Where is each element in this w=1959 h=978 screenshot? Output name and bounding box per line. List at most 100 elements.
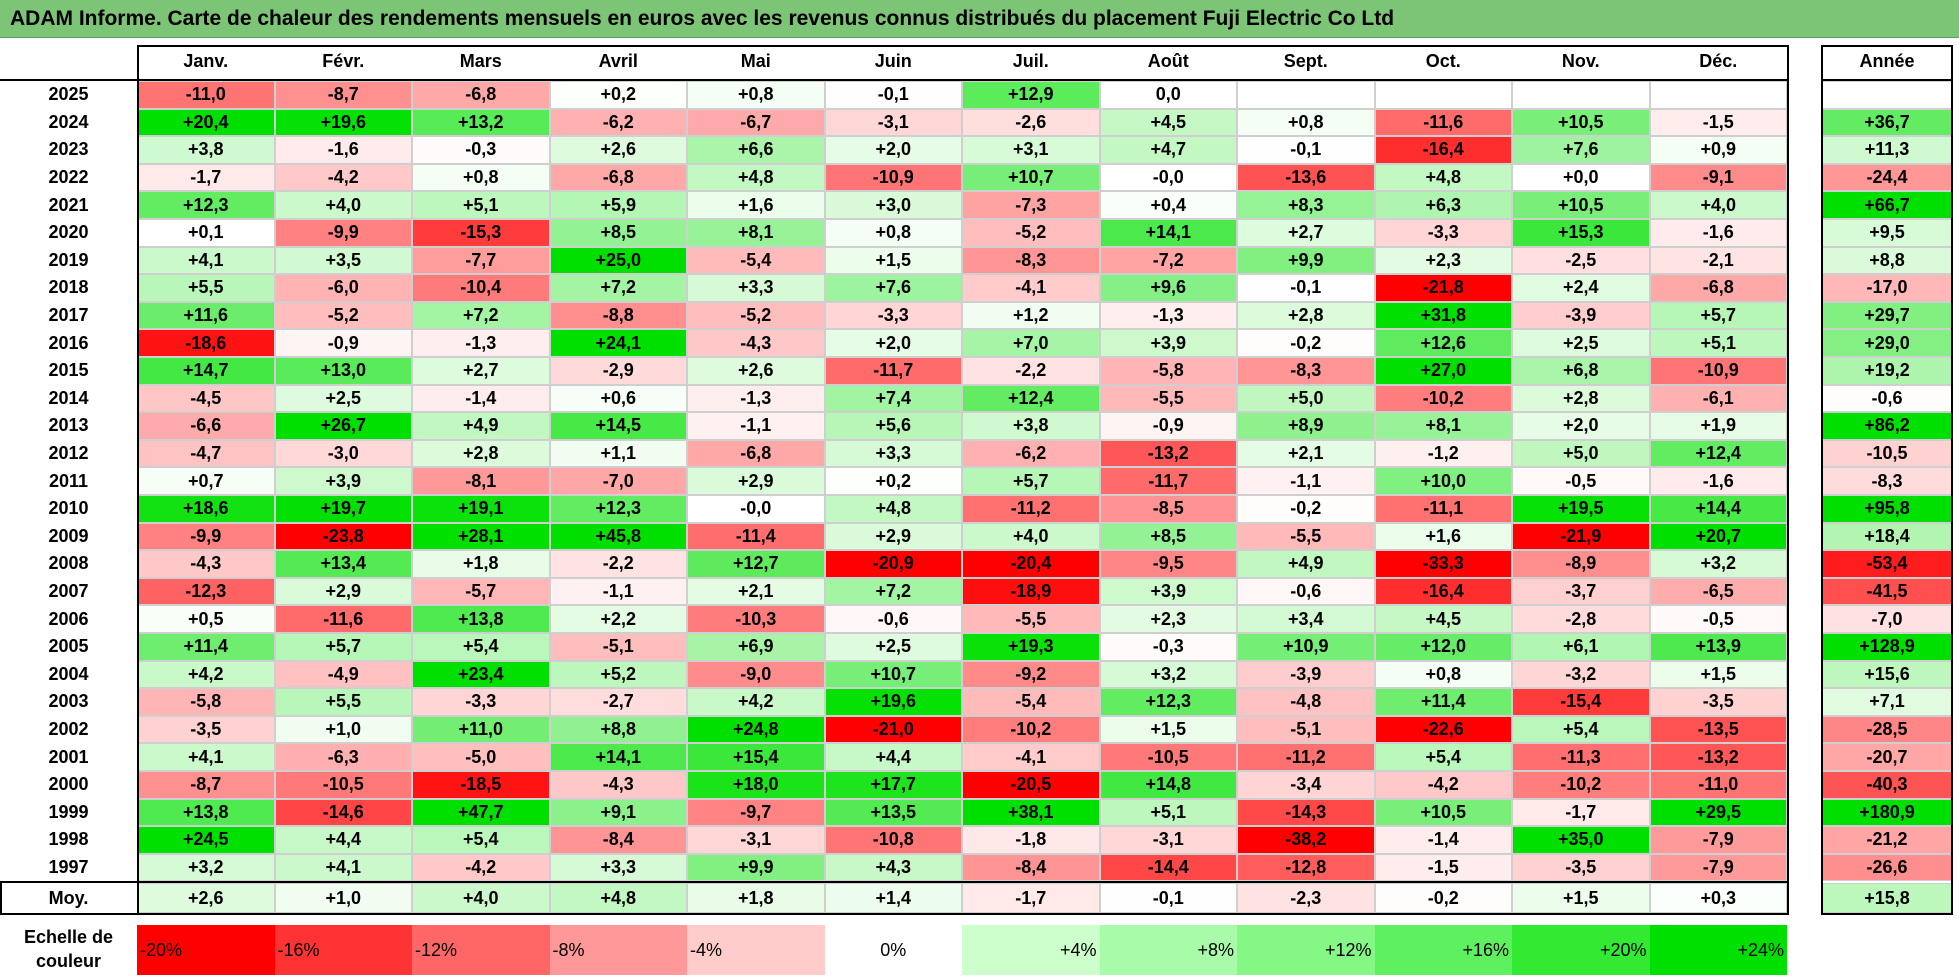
heatmap-cell: -6,2 [549, 108, 687, 137]
heatmap-cell: +8,9 [1237, 412, 1375, 440]
heatmap-cell: +12,6 [1374, 329, 1512, 357]
heatmap-cell: -23,8 [274, 522, 412, 551]
heatmap-cell: -0,0 [1099, 163, 1237, 192]
heatmap-cell: +5,0 [1512, 439, 1650, 468]
heatmap-cell: +5,1 [412, 191, 550, 219]
heatmap-cell: -7,3 [962, 191, 1100, 219]
heatmap-cell: -14,4 [1099, 853, 1237, 882]
heatmap-cell: +13,8 [412, 605, 550, 633]
year-label: 2015 [48, 360, 89, 381]
heatmap-cell: +9,1 [549, 798, 687, 827]
heatmap-cell: +2,9 [274, 577, 412, 606]
scale-swatch: +24% [1649, 925, 1787, 975]
heatmap-cell: +14,1 [549, 743, 687, 771]
heatmap-cell: +8,3 [1237, 191, 1375, 219]
heatmap-cell: +27,0 [1374, 357, 1512, 385]
annual-cell: +8,8 [1821, 246, 1953, 275]
heatmap-cell: -0,2 [1237, 495, 1375, 523]
heatmap-cell: -6,8 [549, 163, 687, 192]
year-label: 2000 [48, 774, 89, 795]
annual-cell: +86,2 [1821, 412, 1953, 440]
heatmap-cell: +1,5 [824, 246, 962, 275]
heatmap-cell: -3,1 [824, 108, 962, 137]
heatmap-cell: +14,4 [1649, 495, 1787, 523]
heatmap-cell: +13,2 [412, 108, 550, 137]
heatmap-cell: -9,7 [687, 798, 825, 827]
month-header: Sept. [1283, 51, 1328, 71]
heatmap-cell: -21,8 [1374, 274, 1512, 302]
heatmap-cell: +13,4 [274, 550, 412, 578]
heatmap-cell: +2,1 [1237, 439, 1375, 468]
heatmap-cell: +14,7 [137, 357, 275, 385]
average-cell: +4,8 [549, 883, 687, 913]
annual-cell: -28,5 [1821, 715, 1953, 744]
average-cell: +1,5 [1512, 883, 1650, 913]
heatmap-cell: -11,0 [137, 81, 275, 109]
heatmap-cell: +18,0 [687, 771, 825, 799]
heatmap-cell: -8,4 [549, 826, 687, 854]
year-label: 2023 [48, 139, 89, 160]
heatmap-cell: +5,5 [274, 688, 412, 716]
heatmap-cell: -4,2 [412, 853, 550, 882]
scale-swatch: +20% [1512, 925, 1650, 975]
heatmap-cell: -10,4 [412, 274, 550, 302]
heatmap-cell: +5,1 [1099, 798, 1237, 827]
heatmap-cell: -11,2 [1237, 743, 1375, 771]
year-label: 2006 [48, 608, 89, 629]
heatmap-cell: -1,4 [412, 384, 550, 413]
heatmap-cell: -7,0 [549, 467, 687, 495]
year-label: 2002 [48, 719, 89, 740]
heatmap-cell: -3,1 [1099, 826, 1237, 854]
heatmap-cell: -3,5 [137, 715, 275, 744]
heatmap-cell: -3,4 [1237, 771, 1375, 799]
heatmap-cell: -9,5 [1099, 550, 1237, 578]
annual-cell: +15,6 [1821, 660, 1953, 689]
heatmap-cell: +28,1 [412, 522, 550, 551]
heatmap-cell: +6,9 [687, 633, 825, 661]
heatmap-cell: +0,8 [687, 81, 825, 109]
heatmap-cell: +7,2 [549, 274, 687, 302]
year-label: 2014 [48, 387, 89, 408]
heatmap-cell: +18,6 [137, 495, 275, 523]
average-cell: -1,7 [962, 883, 1100, 913]
heatmap-cell: +3,3 [549, 853, 687, 882]
annual-cell: -8,3 [1821, 467, 1953, 495]
heatmap-cell: +0,8 [824, 219, 962, 247]
annual-cell: -21,2 [1821, 826, 1953, 854]
average-cell: +1,0 [274, 883, 412, 913]
heatmap-cell: +7,2 [824, 577, 962, 606]
heatmap-cell: +31,8 [1374, 301, 1512, 330]
heatmap-cell: +2,8 [1512, 384, 1650, 413]
heatmap-cell: -1,3 [687, 384, 825, 413]
heatmap-cell: -12,3 [137, 577, 275, 606]
heatmap-cell: -4,2 [274, 163, 412, 192]
heatmap-cell: -20,4 [962, 550, 1100, 578]
heatmap-cell: +12,0 [1374, 633, 1512, 661]
heatmap-cell: -3,1 [687, 826, 825, 854]
heatmap-cell: -9,9 [137, 522, 275, 551]
scale-swatch: -4% [687, 925, 825, 975]
heatmap-cell: +6,8 [1512, 357, 1650, 385]
heatmap-cell: -7,2 [1099, 246, 1237, 275]
heatmap-cell: +4,9 [1237, 550, 1375, 578]
heatmap-cell: -8,9 [1512, 550, 1650, 578]
heatmap-cell: +5,1 [1649, 329, 1787, 357]
heatmap-cell: -0,2 [1237, 329, 1375, 357]
annual-cell: -0,6 [1821, 384, 1953, 413]
heatmap-cell: +5,7 [274, 633, 412, 661]
heatmap-cell: +4,1 [137, 246, 275, 275]
heatmap-cell: -4,1 [962, 274, 1100, 302]
heatmap-cell: +5,7 [1649, 301, 1787, 330]
heatmap-cell: +8,1 [1374, 412, 1512, 440]
heatmap-cell: -0,9 [274, 329, 412, 357]
heatmap-cell: -10,3 [687, 605, 825, 633]
heatmap-cell: -0,1 [824, 81, 962, 109]
heatmap-cell: +3,2 [1099, 660, 1237, 689]
heatmap-cell: -11,7 [1099, 467, 1237, 495]
heatmap-cell: -18,5 [412, 771, 550, 799]
scale-label: Echelle de couleur [23, 927, 114, 971]
month-header: Août [1147, 51, 1189, 71]
heatmap-cell: +2,6 [687, 357, 825, 385]
heatmap-cell: +6,6 [687, 136, 825, 164]
heatmap-cell: +5,7 [962, 467, 1100, 495]
